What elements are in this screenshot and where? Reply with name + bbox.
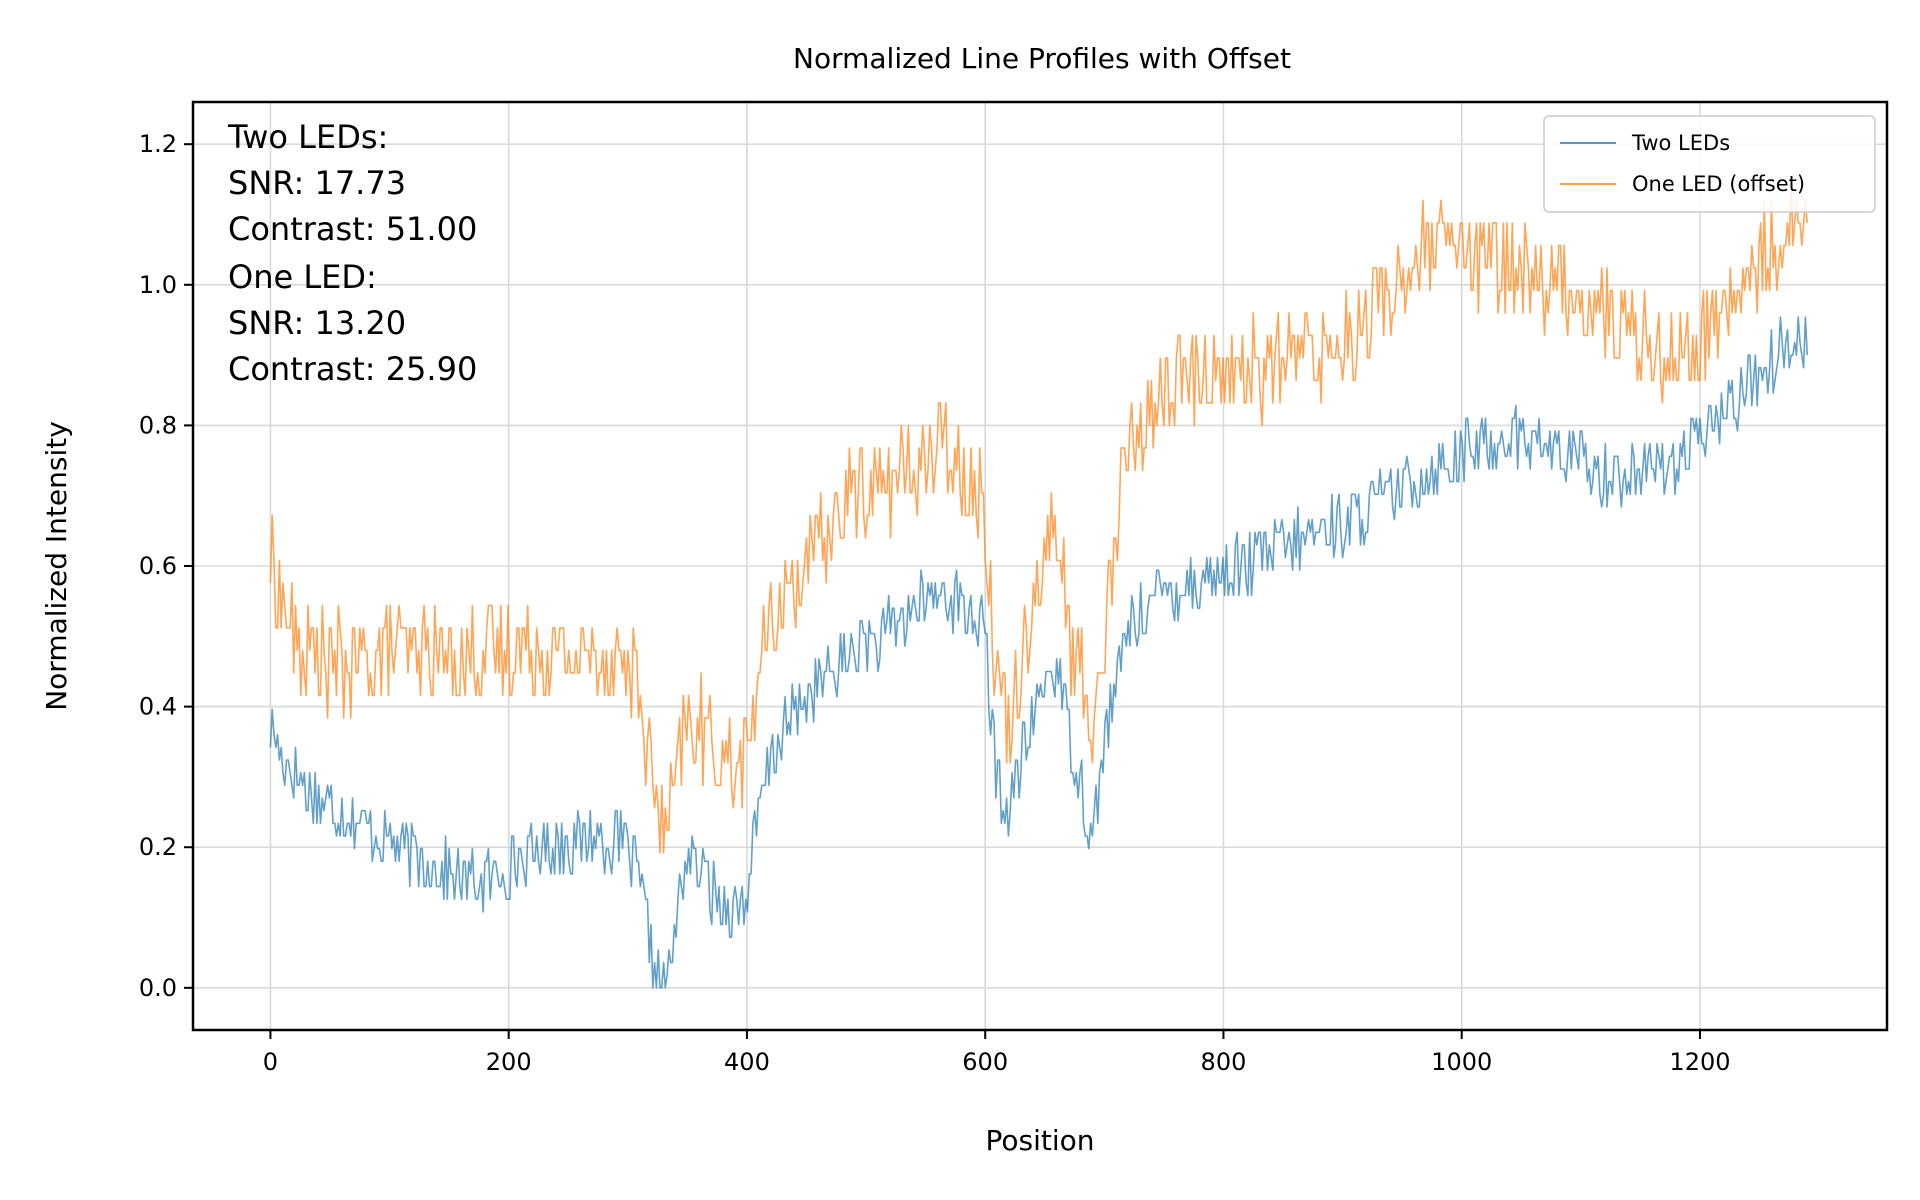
- y-tick-label: 0.8: [139, 411, 177, 439]
- y-axis-label: Normalized Intensity: [40, 421, 73, 711]
- x-axis-label: Position: [985, 1124, 1094, 1157]
- annotation-box: Two LEDs: SNR: 17.73 Contrast: 51.00 One…: [227, 118, 477, 388]
- y-tick-label: 0.6: [139, 552, 177, 580]
- annotation-two-leds-contrast: Contrast: 51.00: [228, 210, 477, 248]
- y-tick-label: 0.4: [139, 693, 177, 721]
- y-axis-ticks: 0.0 0.2 0.4 0.6 0.8 1.0 1.2: [139, 130, 193, 1002]
- x-axis-ticks: 0 200 400 600 800 1000 1200: [263, 1030, 1731, 1076]
- annotation-two-leds-snr: SNR: 17.73: [228, 164, 406, 202]
- legend-box: [1543, 115, 1876, 213]
- x-tick-label: 800: [1201, 1048, 1247, 1076]
- annotation-one-led-contrast: Contrast: 25.90: [228, 350, 477, 388]
- x-tick-label: 600: [962, 1048, 1008, 1076]
- legend: Two LEDs One LED (offset): [1543, 115, 1876, 213]
- y-tick-label: 1.0: [139, 271, 177, 299]
- x-tick-label: 400: [724, 1048, 770, 1076]
- x-tick-label: 1200: [1669, 1048, 1730, 1076]
- annotation-two-leds-heading: Two LEDs:: [227, 118, 388, 156]
- annotation-one-led-snr: SNR: 13.20: [228, 304, 406, 342]
- legend-label-two-leds: Two LEDs: [1631, 131, 1730, 155]
- annotation-one-led-heading: One LED:: [228, 258, 377, 296]
- series-line-one-led: [269, 177, 1808, 854]
- y-tick-label: 0.0: [139, 974, 177, 1002]
- series-lines: [269, 177, 1808, 989]
- chart-title: Normalized Line Profiles with Offset: [793, 42, 1291, 75]
- y-tick-label: 0.2: [139, 833, 177, 861]
- legend-label-one-led: One LED (offset): [1632, 172, 1805, 196]
- x-tick-label: 200: [486, 1048, 532, 1076]
- y-tick-label: 1.2: [139, 130, 177, 158]
- x-tick-label: 1000: [1431, 1048, 1492, 1076]
- series-line-two-leds: [269, 316, 1808, 989]
- x-tick-label: 0: [263, 1048, 278, 1076]
